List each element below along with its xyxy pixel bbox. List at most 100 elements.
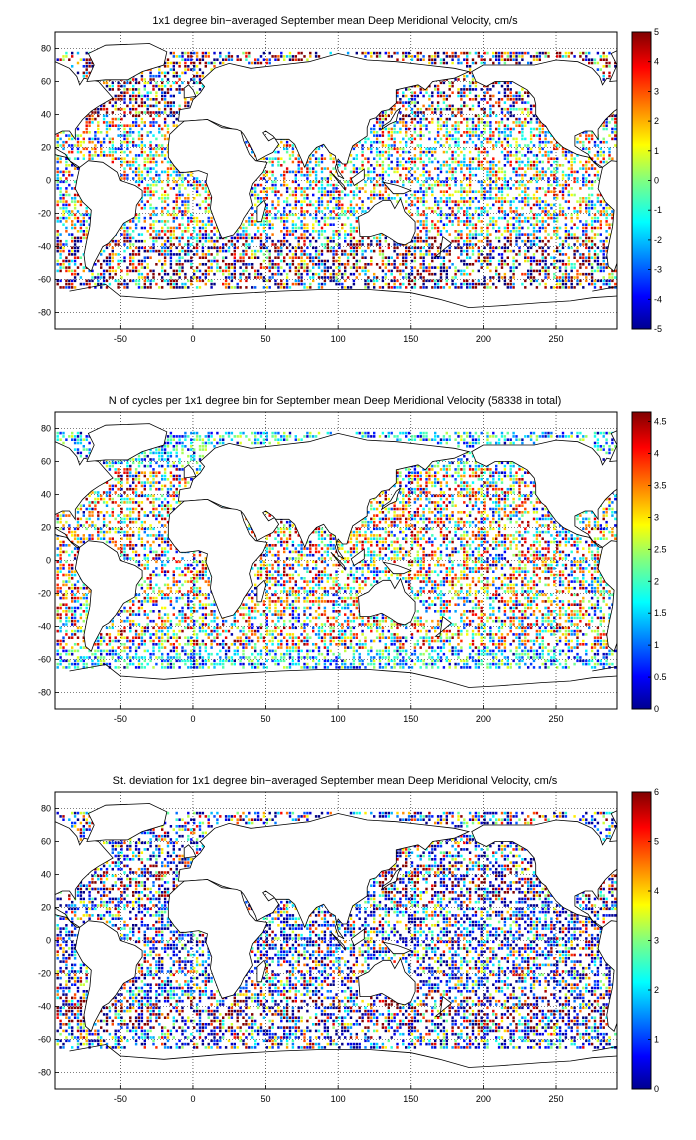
data-bin	[524, 121, 527, 124]
data-bin	[303, 263, 306, 266]
data-bin	[480, 117, 483, 121]
data-bin	[280, 164, 283, 167]
data-bin	[445, 249, 448, 253]
data-bin	[73, 243, 77, 246]
data-bin	[387, 55, 390, 58]
data-bin	[259, 183, 263, 187]
data-bin	[219, 236, 222, 240]
data-bin	[570, 173, 573, 177]
data-bin	[489, 269, 492, 273]
data-bin	[378, 286, 382, 289]
data-bin	[387, 157, 390, 160]
data-bin	[306, 256, 309, 259]
data-bin	[463, 91, 466, 94]
data-bin	[320, 167, 324, 170]
data-bin	[114, 124, 117, 127]
data-bin	[254, 203, 257, 207]
data-bin	[332, 253, 335, 256]
data-bin	[111, 154, 114, 157]
data-bin	[245, 276, 248, 279]
data-bin	[416, 236, 419, 240]
data-bin	[439, 243, 443, 246]
data-bin	[277, 203, 280, 207]
data-bin	[553, 259, 556, 263]
data-bin	[277, 239, 280, 243]
data-bin	[471, 131, 475, 134]
data-bin	[486, 51, 489, 55]
data-bin	[317, 180, 321, 184]
data-bin	[556, 276, 559, 279]
data-bin	[579, 279, 582, 283]
data-bin	[187, 180, 190, 184]
data-bin	[405, 94, 408, 98]
data-bin	[521, 55, 524, 58]
data-bin	[111, 150, 114, 154]
data-bin	[416, 157, 419, 160]
data-bin	[553, 286, 556, 289]
data-bin	[434, 51, 437, 55]
data-bin	[152, 236, 155, 240]
data-bin	[312, 230, 315, 233]
data-bin	[132, 263, 135, 266]
data-bin	[503, 213, 507, 217]
data-bin	[550, 190, 553, 193]
data-bin	[76, 150, 80, 154]
data-bin	[102, 269, 106, 273]
data-bin	[320, 286, 324, 289]
data-bin	[245, 266, 248, 269]
data-bin	[175, 55, 178, 58]
data-bin	[198, 226, 202, 230]
data-bin	[56, 173, 59, 177]
data-bin	[175, 200, 178, 203]
data-bin	[503, 154, 507, 157]
data-bin	[492, 137, 495, 141]
data-bin	[303, 200, 306, 203]
data-bin	[132, 170, 135, 174]
data-bin	[175, 206, 178, 210]
data-bin	[544, 51, 547, 55]
data-bin	[489, 131, 492, 134]
data-bin	[73, 269, 77, 273]
data-bin	[274, 272, 277, 276]
data-bin	[338, 216, 341, 220]
data-bin	[509, 279, 512, 283]
data-bin	[152, 117, 155, 121]
data-bin	[413, 266, 417, 269]
data-bin	[474, 243, 478, 246]
data-bin	[468, 160, 472, 164]
data-bin	[344, 223, 347, 226]
data-bin	[515, 107, 518, 111]
data-bin	[181, 81, 184, 85]
data-bin	[431, 206, 434, 210]
data-bin	[62, 173, 65, 177]
data-bin	[280, 220, 283, 223]
data-bin	[219, 249, 222, 253]
data-bin	[190, 263, 193, 266]
data-bin	[181, 58, 184, 61]
data-bin	[407, 246, 411, 250]
data-bin	[100, 253, 103, 256]
data-bin	[489, 124, 492, 127]
data-bin	[207, 269, 210, 273]
data-bin	[76, 167, 80, 170]
data-bin	[291, 154, 295, 157]
data-bin	[294, 193, 297, 197]
data-bin	[216, 58, 219, 61]
data-bin	[509, 269, 512, 273]
data-bin	[544, 203, 547, 207]
data-bin	[62, 263, 65, 266]
data-bin	[529, 206, 533, 210]
data-bin	[193, 216, 196, 220]
data-bin	[407, 167, 411, 170]
data-bin	[320, 183, 324, 187]
data-bin	[547, 253, 550, 256]
data-bin	[416, 239, 419, 243]
data-bin	[556, 259, 559, 263]
data-bin	[62, 55, 65, 58]
data-bin	[506, 183, 509, 187]
data-bin	[62, 180, 65, 184]
data-bin	[306, 203, 309, 207]
data-bin	[503, 88, 507, 91]
data-bin	[532, 236, 536, 240]
data-bin	[126, 104, 129, 108]
